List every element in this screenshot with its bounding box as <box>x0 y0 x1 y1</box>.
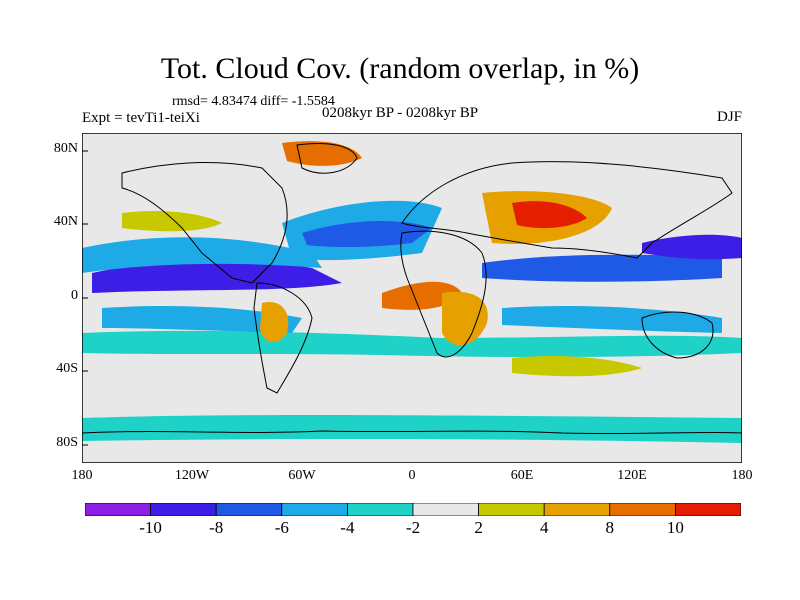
lat-label-40s: 40S <box>56 361 78 376</box>
field-patch-indian-ocean-negative <box>482 254 722 282</box>
field-patch-tropical-pacific-negative <box>92 258 342 293</box>
period-label: 0208kyr BP - 0208kyr BP <box>322 105 479 121</box>
lat-label-80n: 80N <box>53 141 78 156</box>
colorbar-swatch <box>85 503 151 516</box>
coastline-eurasia <box>401 161 733 259</box>
colorbar-swatch <box>281 503 348 516</box>
colorbar-label: -10 <box>139 518 162 537</box>
field-patch-south-indian-yellow <box>512 356 642 377</box>
coastline-australia <box>641 311 714 359</box>
lat-label-80s: 80S <box>56 435 78 450</box>
colorbar-swatch <box>412 503 479 516</box>
lon-label-180e: 180 <box>731 468 753 483</box>
field-patch-subtropical-yellow <box>122 211 222 232</box>
rmsd-diff-stats: rmsd= 4.83474 diff= -1.5584 <box>172 94 335 109</box>
colorbar-swatch <box>543 503 611 516</box>
coastline-africa <box>400 230 487 358</box>
colorbar-label: -8 <box>209 518 224 537</box>
field-patch-western-pacific-negative <box>642 234 742 260</box>
field-patch-southern-ocean-blue <box>502 306 722 333</box>
colorbar-label: -6 <box>274 518 289 537</box>
colorbar-swatch <box>346 503 414 516</box>
field-patch-greenland-positive <box>282 141 362 166</box>
colorbar-swatch <box>478 503 545 516</box>
coastline-south-america <box>253 282 313 394</box>
colorbar-label: -2 <box>405 518 421 537</box>
colorbar-swatch <box>215 503 283 516</box>
field-patch-north-pacific-negative <box>82 237 322 273</box>
coastline-antarctica <box>82 430 742 435</box>
map-title: Tot. Cloud Cov. (random overlap, in %) <box>160 52 640 85</box>
field-patch-antarctic-band <box>82 414 742 443</box>
field-patch-southern-ocean-negative <box>82 330 742 358</box>
lon-label-0: 0 <box>408 468 416 483</box>
colorbar-swatch <box>150 503 217 516</box>
colorbar-label: 8 <box>605 518 615 537</box>
coastlines <box>82 143 742 435</box>
colorbar-swatch <box>609 503 676 516</box>
lat-label-40n: 40N <box>53 214 78 229</box>
field-patch-south-pacific-negative <box>102 306 302 333</box>
cloud-anomaly-field <box>82 141 742 443</box>
field-patch-south-america-positive <box>260 302 289 343</box>
lat-ticks <box>82 150 88 446</box>
lat-label-0: 0 <box>71 288 78 303</box>
coastline-greenland <box>296 143 358 174</box>
lon-label-180w: 180 <box>71 468 93 483</box>
lon-label-120w: 120W <box>174 468 210 483</box>
field-patch-asia-strong <box>512 201 587 229</box>
colorbar-label: 2 <box>474 518 483 537</box>
experiment-label: Expt = tevTi1-teiXi <box>82 110 200 126</box>
colorbar-label: -4 <box>340 518 355 537</box>
colorbar-swatch <box>675 503 741 516</box>
colorbar-label: 4 <box>539 518 549 537</box>
field-patch-africa-positive <box>442 291 488 346</box>
lon-label-120e: 120E <box>617 468 647 483</box>
season-label: DJF <box>716 109 742 125</box>
lon-label-60e: 60E <box>510 468 534 483</box>
cloud-cover-map <box>82 133 742 463</box>
colorbar-label: 10 <box>666 518 684 537</box>
colorbar <box>85 503 741 516</box>
field-patch-subtropical-blue <box>302 221 432 248</box>
lon-label-60w: 60W <box>288 468 316 483</box>
coastline-north-america <box>121 162 288 284</box>
